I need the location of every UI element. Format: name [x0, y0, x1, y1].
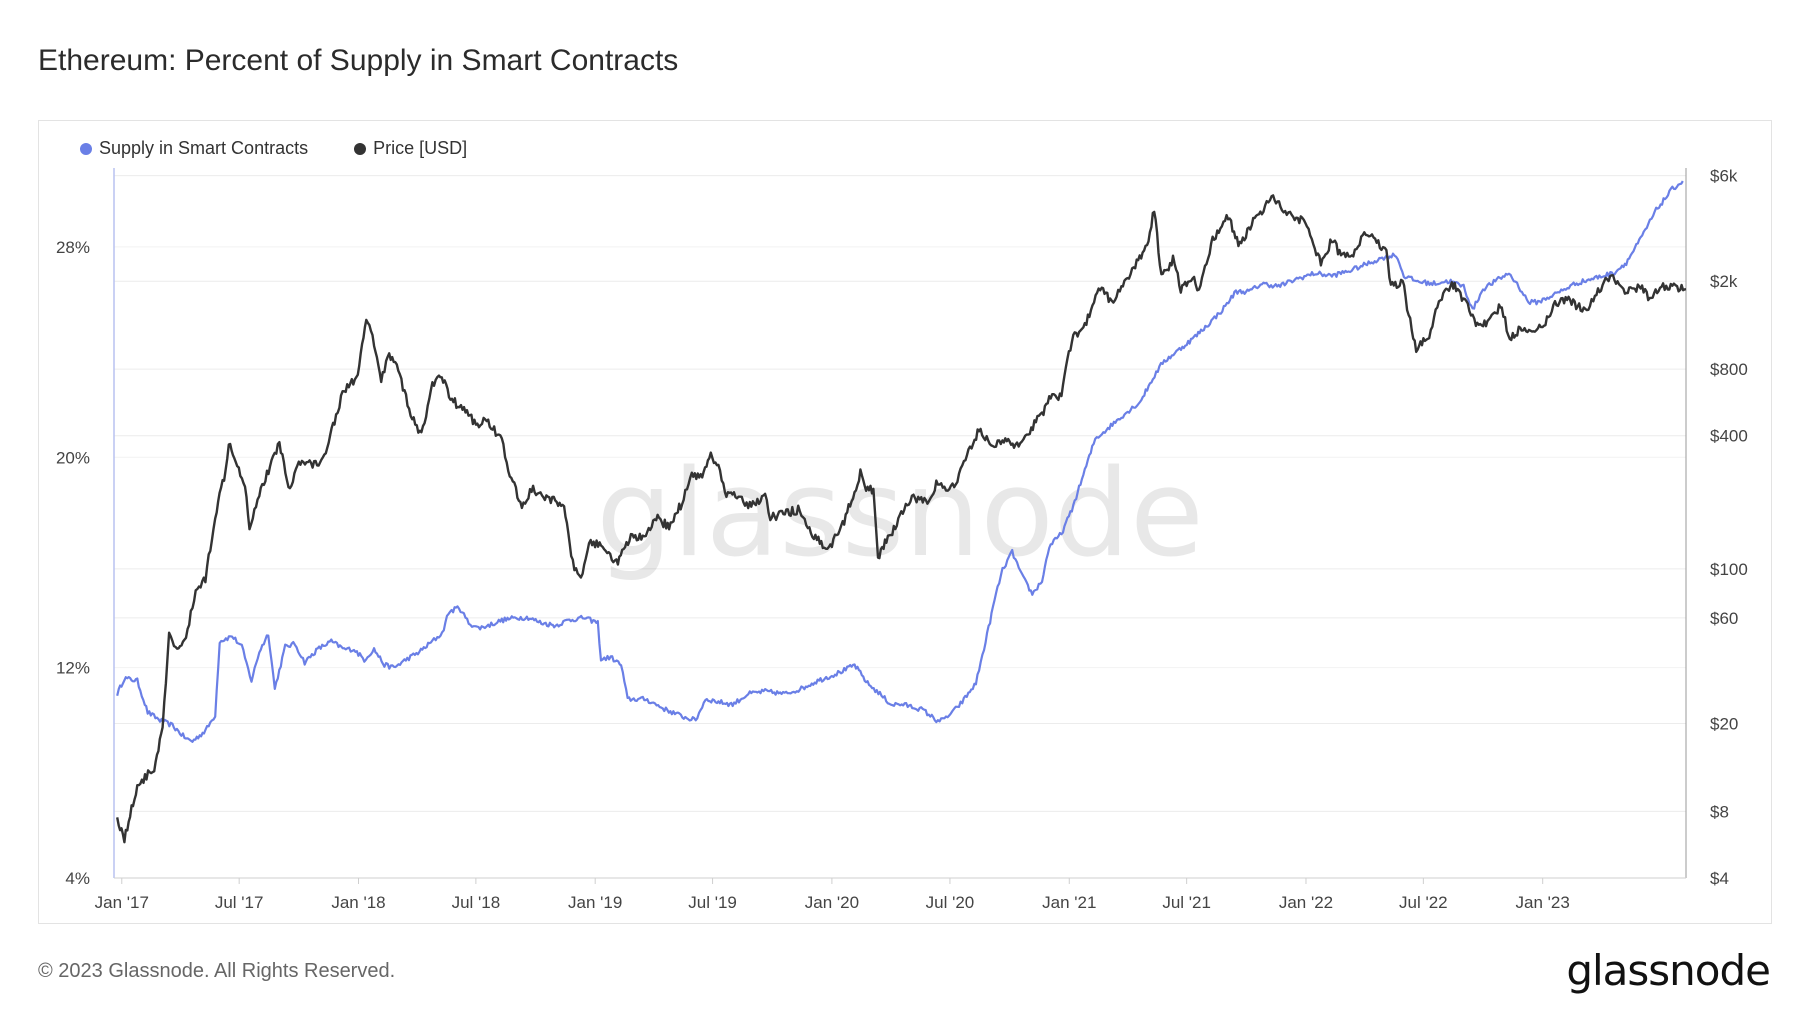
y-right-tick-label: $400	[1710, 427, 1748, 446]
y-right-tick-label: $4	[1710, 869, 1729, 888]
x-tick-label: Jul '18	[452, 893, 501, 912]
x-tick-label: Jan '19	[568, 893, 622, 912]
x-tick-label: Jul '20	[926, 893, 975, 912]
series-line-price	[116, 194, 1687, 844]
x-tick-label: Jul '22	[1399, 893, 1448, 912]
copyright-text: © 2023 Glassnode. All Rights Reserved.	[38, 960, 396, 982]
y-left-tick-label: 20%	[56, 448, 90, 467]
y-right-tick-label: $6k	[1710, 167, 1738, 186]
legend-dot-price	[354, 142, 367, 155]
legend-dot-supply	[80, 142, 92, 155]
legend-item-price[interactable]: Price [USD]	[354, 138, 467, 159]
y-right-tick-label: $20	[1710, 714, 1738, 733]
y-left-tick-label: 4%	[65, 869, 90, 888]
x-tick-label: Jul '17	[215, 893, 264, 912]
series-line-supply	[116, 180, 1684, 743]
x-tick-label: Jul '21	[1162, 893, 1211, 912]
glassnode-logo[interactable]: glassnode	[1566, 946, 1771, 995]
x-tick-label: Jan '21	[1042, 893, 1096, 912]
y-right-tick-label: $2k	[1710, 272, 1738, 291]
x-tick-label: Jan '18	[331, 893, 385, 912]
y-right-tick-label: $100	[1710, 560, 1748, 579]
legend-label-supply: Supply in Smart Contracts	[99, 138, 309, 158]
x-tick-label: Jan '23	[1516, 893, 1570, 912]
y-right-tick-label: $800	[1710, 360, 1748, 379]
y-right-tick-label: $8	[1710, 802, 1729, 821]
tick-labels: 4% 12% 20% 28% $4 $8 $20 $60 $100 $400 $800 $2k $6k J…	[56, 167, 1748, 912]
legend-label-price: Price [USD]	[373, 138, 468, 158]
x-tick-label: Jan '22	[1279, 893, 1333, 912]
x-tick-label: Jul '19	[688, 893, 737, 912]
page-title: Ethereum: Percent of Supply in Smart Con…	[38, 44, 679, 77]
legend-item-supply[interactable]: Supply in Smart Contracts	[80, 138, 308, 159]
x-tick-label: Jan '17	[95, 893, 149, 912]
chart-panel	[38, 120, 1772, 924]
y-left-tick-label: 12%	[56, 659, 90, 678]
axes	[113, 168, 1687, 879]
series-layer	[116, 180, 1687, 844]
y-left-tick-label: 28%	[56, 238, 90, 257]
x-tick-label: Jan '20	[805, 893, 859, 912]
chart-legend: Supply in Smart Contracts Price [USD]	[80, 138, 467, 159]
y-right-tick-label: $60	[1710, 609, 1738, 628]
